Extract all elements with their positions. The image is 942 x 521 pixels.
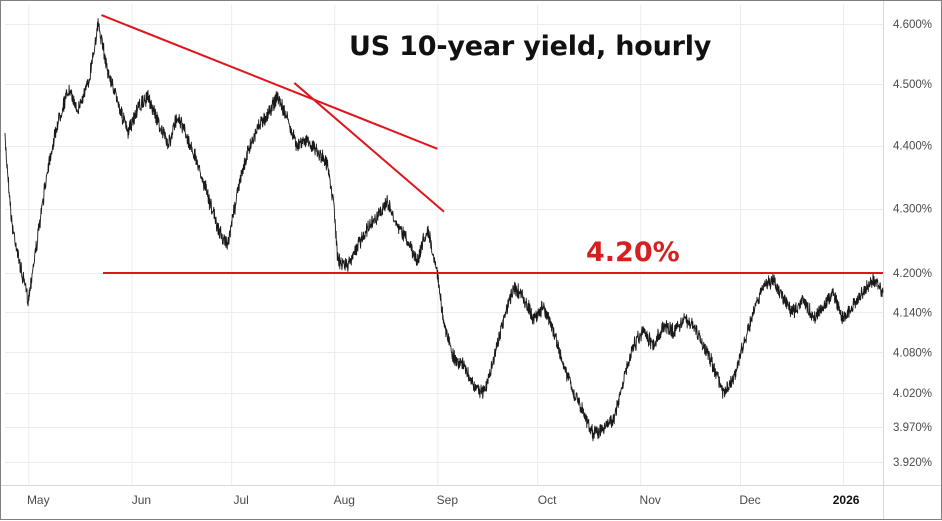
- y-tick-label: 4.140%: [893, 307, 932, 319]
- y-tick-label: 4.400%: [893, 141, 932, 153]
- x-tick-label: Nov: [640, 493, 661, 507]
- x-tick-label: Sep: [437, 493, 459, 507]
- y-tick-label: 4.500%: [893, 79, 932, 91]
- trendline-1: [101, 14, 438, 150]
- y-tick-label: 4.600%: [893, 19, 932, 31]
- x-tick-label: Jul: [233, 493, 248, 507]
- y-tick-label: 4.080%: [893, 347, 932, 359]
- y-tick-label: 4.200%: [893, 268, 932, 280]
- x-tick-label: Jun: [132, 493, 151, 507]
- x-tick-label: Aug: [334, 493, 355, 507]
- y-tick-label: 3.970%: [893, 422, 932, 434]
- x-tick-label: May: [27, 493, 50, 507]
- x-tick-label: Oct: [538, 493, 557, 507]
- chart-title: US 10-year yield, hourly: [349, 31, 712, 62]
- trendline-2: [293, 82, 445, 213]
- y-tick-label: 3.920%: [893, 457, 932, 469]
- y-tick-label: 4.020%: [893, 388, 932, 400]
- level-label: 4.20%: [586, 237, 680, 268]
- x-tick-label: Dec: [739, 493, 760, 507]
- x-tick-label: 2026: [833, 493, 860, 507]
- yield-series-line: [4, 18, 884, 442]
- y-tick-label: 4.300%: [893, 204, 932, 216]
